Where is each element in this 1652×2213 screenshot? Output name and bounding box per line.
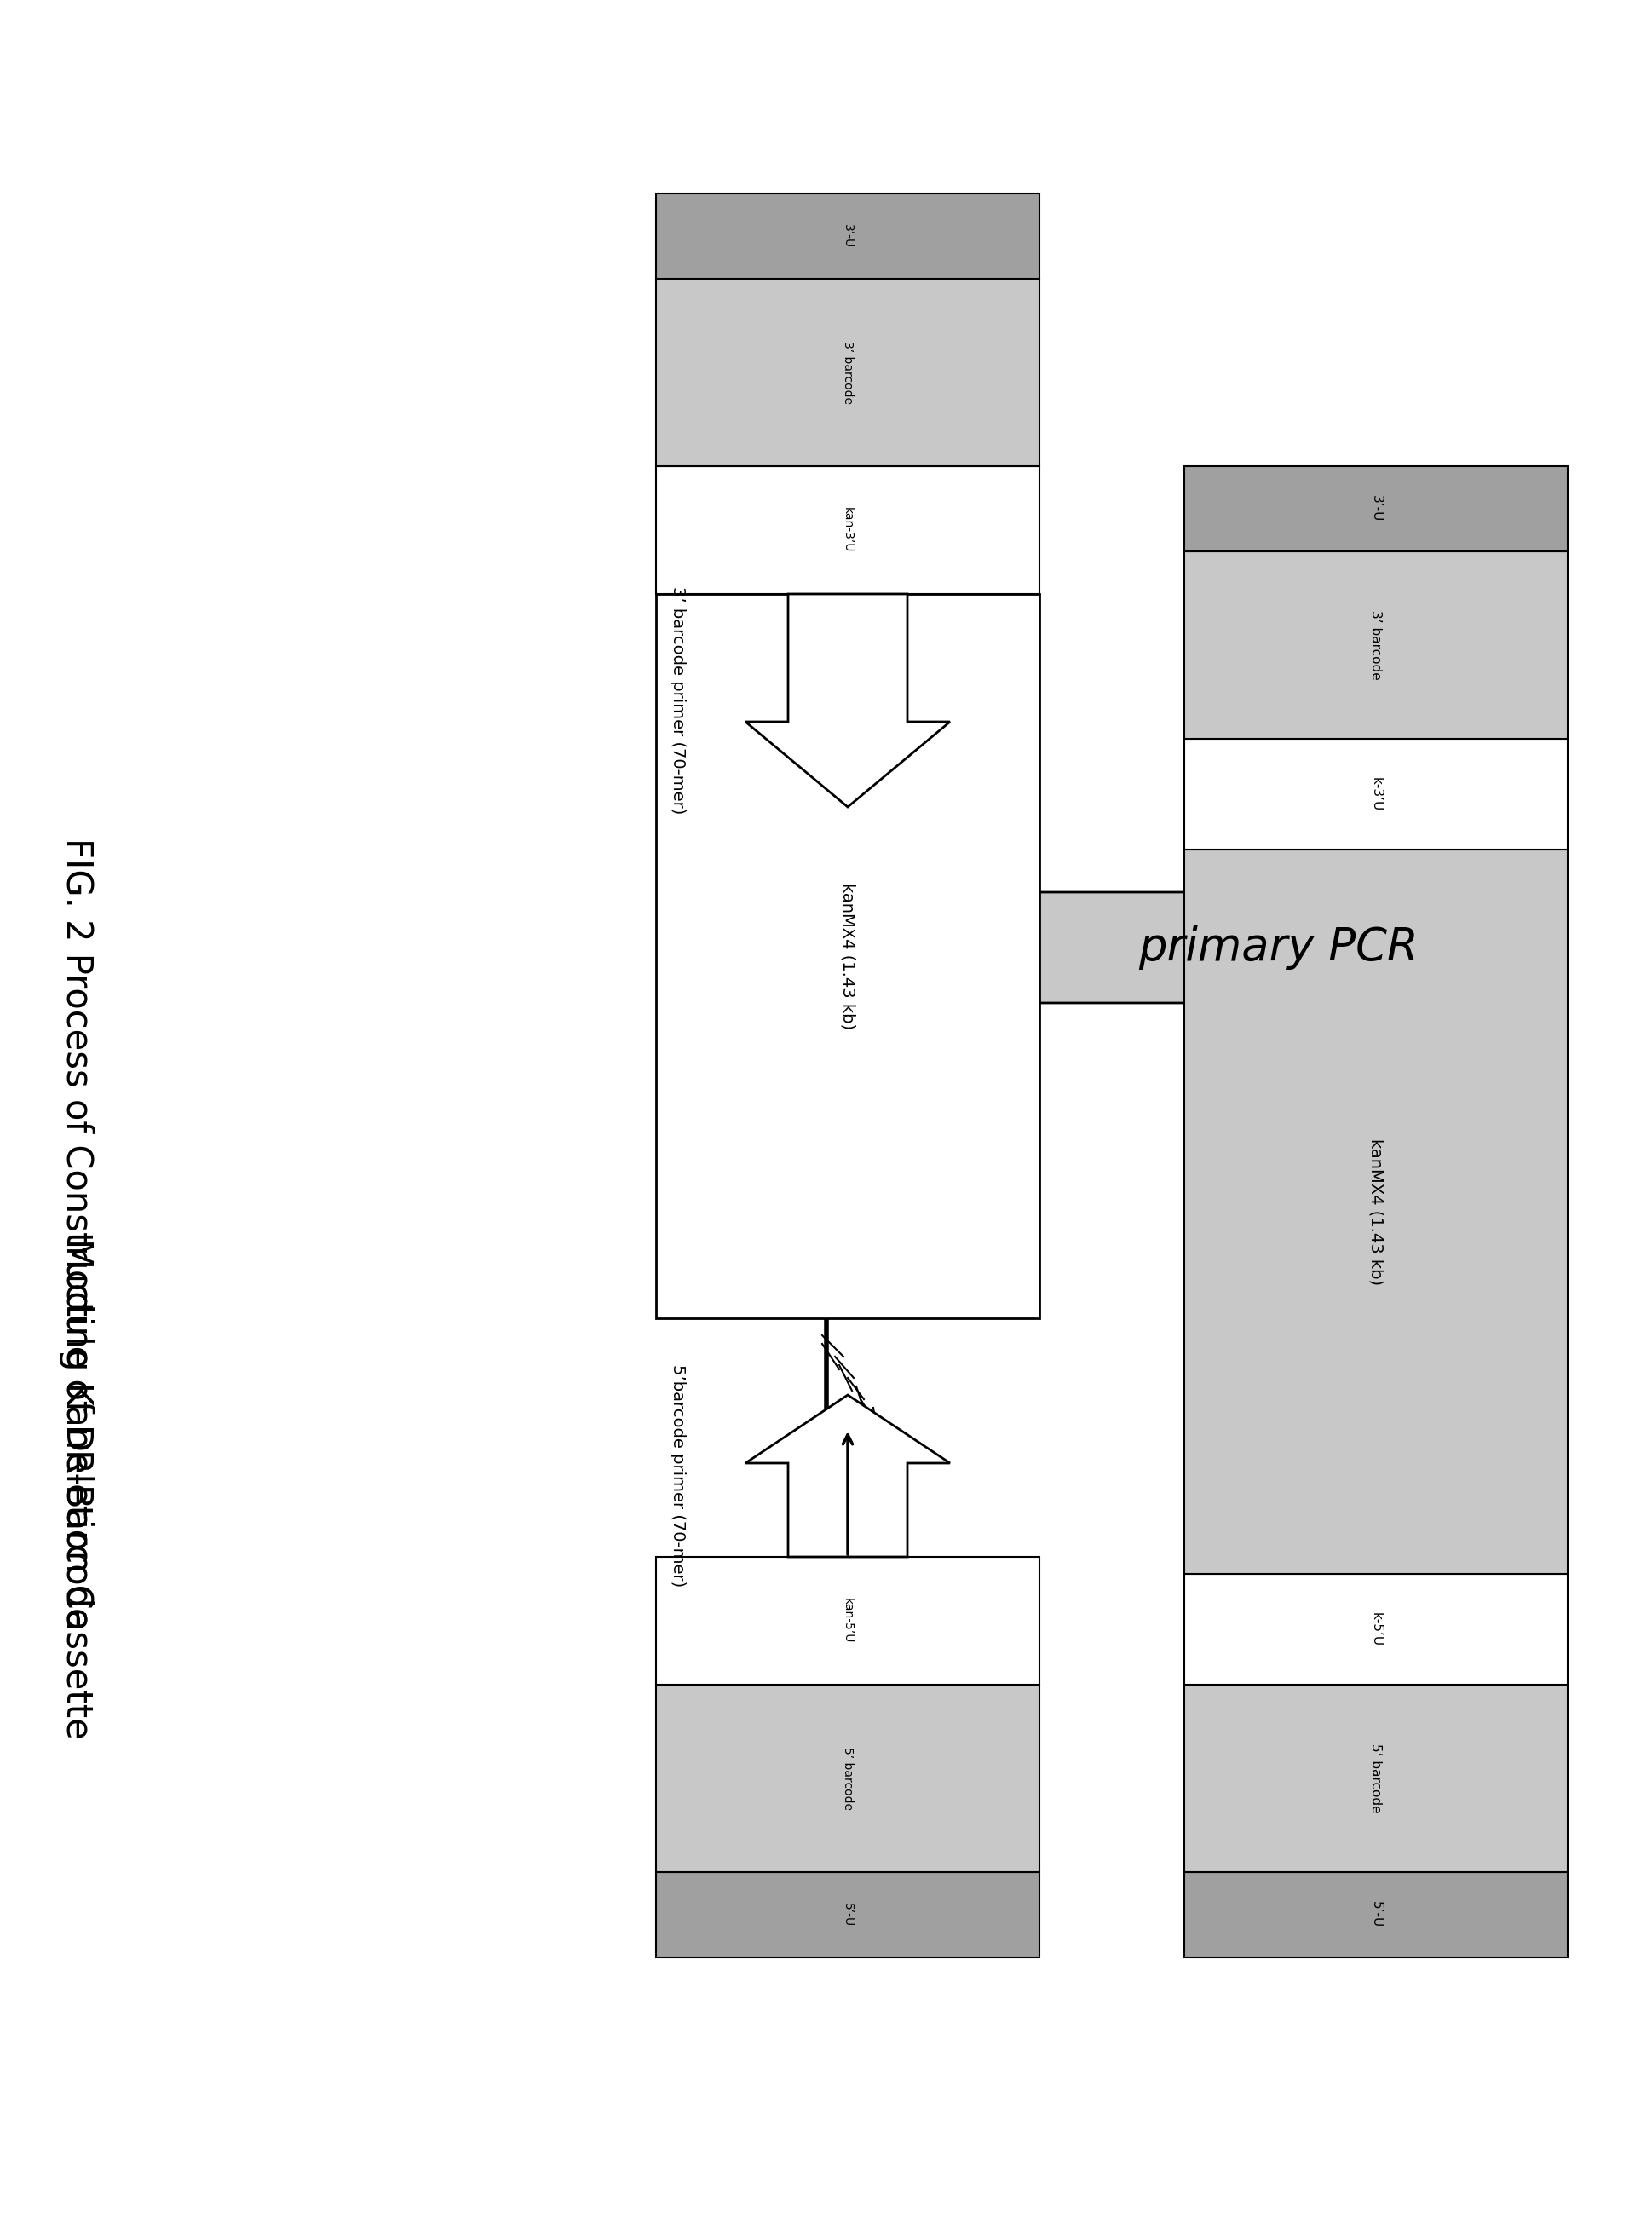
Bar bbox=[656, 1684, 1039, 1872]
Bar bbox=[656, 467, 1039, 593]
Polygon shape bbox=[745, 1394, 950, 1558]
Text: 5’barcode primer (70-mer): 5’barcode primer (70-mer) bbox=[669, 1365, 686, 1587]
Text: 3’ barcode: 3’ barcode bbox=[841, 341, 852, 405]
Bar bbox=[1183, 467, 1566, 551]
Text: k-5’U: k-5’U bbox=[1370, 1613, 1381, 1646]
Text: 3’-U: 3’-U bbox=[841, 224, 852, 248]
Bar bbox=[656, 279, 1039, 467]
Bar bbox=[1183, 1573, 1566, 1684]
Text: 3’ barcode: 3’ barcode bbox=[1370, 611, 1381, 679]
Polygon shape bbox=[980, 850, 1490, 1062]
Text: FIG. 2 Process of Constructing KanR-Barcode: FIG. 2 Process of Constructing KanR-Barc… bbox=[59, 837, 94, 1629]
Text: kan-5’U: kan-5’U bbox=[841, 1598, 852, 1644]
Text: Module of Deletion Cassette: Module of Deletion Cassette bbox=[59, 1239, 94, 1739]
Text: kan-3’U: kan-3’U bbox=[841, 507, 852, 553]
Bar bbox=[656, 1872, 1039, 1956]
Bar bbox=[656, 1558, 1039, 1684]
Text: 3’-U: 3’-U bbox=[1370, 496, 1381, 522]
Text: 5’-U: 5’-U bbox=[841, 1903, 852, 1928]
Bar bbox=[1183, 1684, 1566, 1872]
Bar bbox=[1183, 739, 1566, 850]
Text: 5’ barcode: 5’ barcode bbox=[1370, 1744, 1381, 1812]
Bar bbox=[656, 593, 1039, 1319]
Text: k-3’U: k-3’U bbox=[1370, 777, 1381, 812]
Text: 3’ barcode primer (70-mer): 3’ barcode primer (70-mer) bbox=[669, 586, 686, 814]
Bar bbox=[1183, 850, 1566, 1573]
Text: kanMX4 (1.43 kb): kanMX4 (1.43 kb) bbox=[839, 883, 856, 1029]
Text: 5’ barcode: 5’ barcode bbox=[841, 1746, 852, 1810]
Bar bbox=[1183, 1872, 1566, 1956]
Bar bbox=[656, 193, 1039, 279]
Text: 5’-U: 5’-U bbox=[1370, 1901, 1381, 1928]
Bar bbox=[1183, 551, 1566, 739]
Text: kanMX4 (1.43 kb): kanMX4 (1.43 kb) bbox=[1368, 1137, 1383, 1286]
Text: primary PCR: primary PCR bbox=[1137, 925, 1417, 969]
Polygon shape bbox=[745, 593, 950, 808]
